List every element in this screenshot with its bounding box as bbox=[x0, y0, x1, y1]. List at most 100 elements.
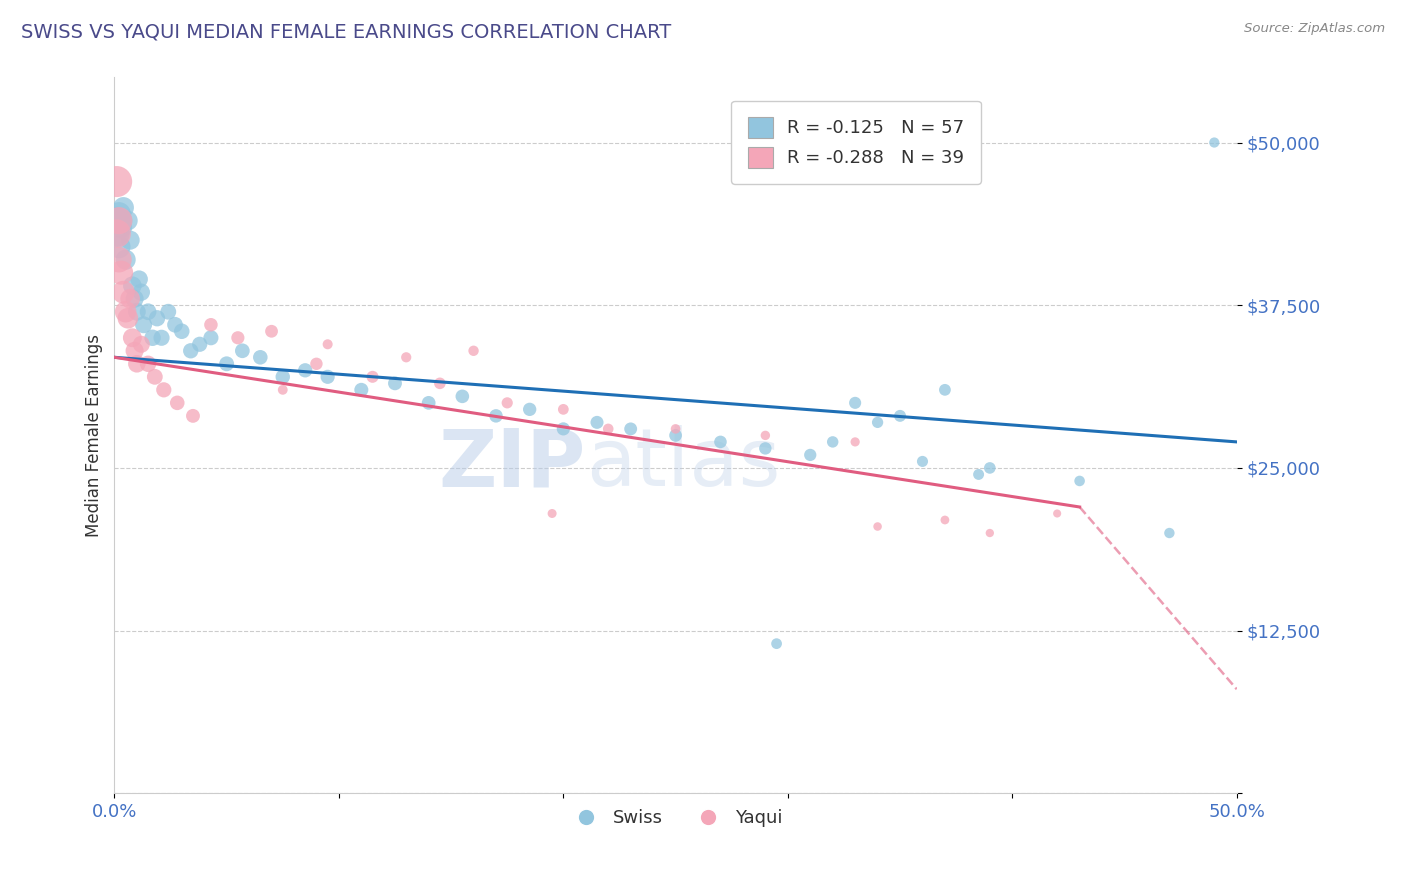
Point bbox=[108, 252, 131, 267]
Point bbox=[226, 331, 249, 345]
Point bbox=[117, 213, 139, 227]
Point bbox=[200, 318, 222, 332]
Point bbox=[120, 292, 142, 306]
Point bbox=[157, 304, 180, 318]
Point bbox=[124, 343, 146, 358]
Point bbox=[105, 227, 128, 241]
Point bbox=[188, 337, 211, 351]
Point bbox=[166, 396, 188, 410]
Point bbox=[163, 318, 186, 332]
Point bbox=[112, 201, 135, 215]
Legend: Swiss, Yaqui: Swiss, Yaqui bbox=[561, 802, 790, 834]
Point bbox=[361, 369, 384, 384]
Point bbox=[934, 383, 956, 397]
Point bbox=[553, 402, 575, 417]
Point bbox=[1204, 136, 1226, 150]
Point bbox=[110, 220, 132, 235]
Point bbox=[181, 409, 204, 423]
Point bbox=[124, 292, 146, 306]
Point bbox=[121, 331, 143, 345]
Point bbox=[128, 272, 150, 286]
Point bbox=[384, 376, 406, 391]
Point bbox=[260, 324, 283, 338]
Point bbox=[754, 442, 776, 456]
Point bbox=[114, 304, 136, 318]
Point bbox=[911, 454, 934, 468]
Point bbox=[429, 376, 451, 391]
Point bbox=[105, 213, 128, 227]
Point bbox=[1159, 526, 1181, 541]
Point bbox=[979, 526, 1001, 541]
Point bbox=[799, 448, 821, 462]
Point bbox=[664, 428, 686, 442]
Point bbox=[271, 369, 294, 384]
Point bbox=[866, 416, 889, 430]
Point bbox=[125, 357, 148, 371]
Point bbox=[664, 422, 686, 436]
Point bbox=[395, 351, 418, 365]
Point bbox=[1046, 507, 1069, 521]
Point bbox=[121, 278, 143, 293]
Point bbox=[105, 227, 128, 241]
Point bbox=[821, 434, 844, 449]
Point bbox=[136, 357, 159, 371]
Point bbox=[979, 461, 1001, 475]
Point bbox=[586, 416, 609, 430]
Point bbox=[120, 233, 142, 247]
Point bbox=[754, 428, 776, 442]
Point bbox=[108, 207, 131, 221]
Point bbox=[249, 351, 271, 365]
Point bbox=[1069, 474, 1091, 488]
Point bbox=[271, 383, 294, 397]
Point bbox=[136, 304, 159, 318]
Text: Source: ZipAtlas.com: Source: ZipAtlas.com bbox=[1244, 22, 1385, 36]
Point bbox=[934, 513, 956, 527]
Point bbox=[709, 434, 731, 449]
Point bbox=[620, 422, 643, 436]
Text: ZIP: ZIP bbox=[439, 425, 586, 503]
Point bbox=[316, 369, 339, 384]
Point bbox=[350, 383, 373, 397]
Point bbox=[146, 311, 169, 326]
Point bbox=[131, 285, 153, 300]
Point bbox=[519, 402, 541, 417]
Point bbox=[108, 213, 131, 227]
Point bbox=[316, 337, 339, 351]
Point bbox=[305, 357, 328, 371]
Text: atlas: atlas bbox=[586, 425, 780, 503]
Point bbox=[105, 175, 128, 189]
Text: SWISS VS YAQUI MEDIAN FEMALE EARNINGS CORRELATION CHART: SWISS VS YAQUI MEDIAN FEMALE EARNINGS CO… bbox=[21, 22, 671, 41]
Point bbox=[231, 343, 253, 358]
Point bbox=[131, 337, 153, 351]
Point bbox=[200, 331, 222, 345]
Y-axis label: Median Female Earnings: Median Female Earnings bbox=[86, 334, 103, 537]
Point bbox=[114, 252, 136, 267]
Point bbox=[866, 519, 889, 533]
Point bbox=[485, 409, 508, 423]
Point bbox=[117, 311, 139, 326]
Point bbox=[132, 318, 155, 332]
Point bbox=[180, 343, 202, 358]
Point bbox=[110, 266, 132, 280]
Point bbox=[418, 396, 440, 410]
Point bbox=[463, 343, 485, 358]
Point bbox=[889, 409, 911, 423]
Point bbox=[112, 285, 135, 300]
Point bbox=[844, 396, 866, 410]
Point bbox=[553, 422, 575, 436]
Point bbox=[598, 422, 620, 436]
Point bbox=[125, 304, 148, 318]
Point bbox=[110, 213, 132, 227]
Point bbox=[541, 507, 564, 521]
Point bbox=[215, 357, 238, 371]
Point bbox=[142, 331, 165, 345]
Point bbox=[451, 389, 474, 403]
Point bbox=[108, 240, 131, 254]
Point bbox=[143, 369, 166, 384]
Point bbox=[496, 396, 519, 410]
Point bbox=[150, 331, 173, 345]
Point bbox=[294, 363, 316, 377]
Point bbox=[967, 467, 990, 482]
Point bbox=[152, 383, 174, 397]
Point bbox=[844, 434, 866, 449]
